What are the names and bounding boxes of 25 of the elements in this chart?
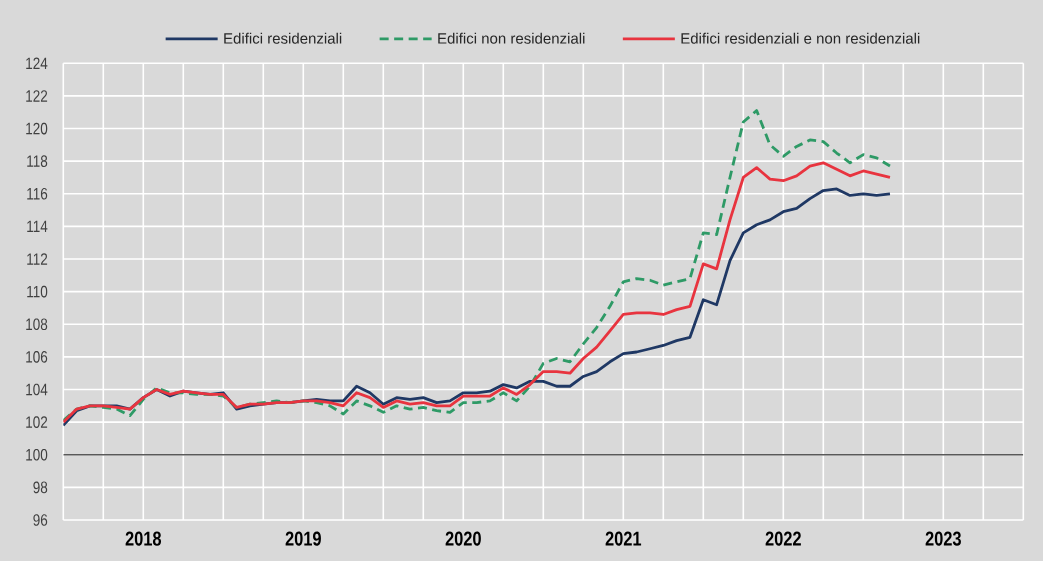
y-tick-label: 116 (27, 187, 48, 200)
y-tick-label: 108 (26, 318, 48, 331)
y-tick-label: 96 (33, 514, 48, 526)
y-tick-label: 104 (26, 383, 48, 396)
y-tick-label: 118 (27, 155, 48, 167)
y-tick-label: 120 (26, 122, 48, 135)
y-tick-label: 100 (26, 448, 48, 461)
y-tick-label: 112 (27, 253, 48, 265)
legend-label: Edifici residenziali (224, 32, 342, 44)
y-tick-label: 124 (26, 57, 48, 70)
legend-label: Edifici non residenziali (438, 32, 585, 44)
y-tick-label: 122 (26, 90, 48, 102)
x-tick-label: 2018 (125, 531, 162, 546)
x-tick-label: 2021 (605, 531, 642, 546)
y-tick-label: 114 (27, 220, 48, 233)
y-tick-label: 98 (33, 481, 48, 494)
x-tick-label: 2020 (445, 531, 481, 546)
line-series (63, 109, 892, 422)
legend-label: Edifici residenziali e non residenziali (681, 32, 920, 44)
y-tick-label: 110 (27, 285, 48, 298)
x-tick-label: 2019 (285, 531, 321, 546)
x-tick-label: 2023 (925, 531, 961, 546)
y-tick-label: 102 (26, 416, 48, 428)
x-tick-label: 2022 (765, 531, 801, 546)
y-tick-label: 106 (26, 351, 48, 363)
